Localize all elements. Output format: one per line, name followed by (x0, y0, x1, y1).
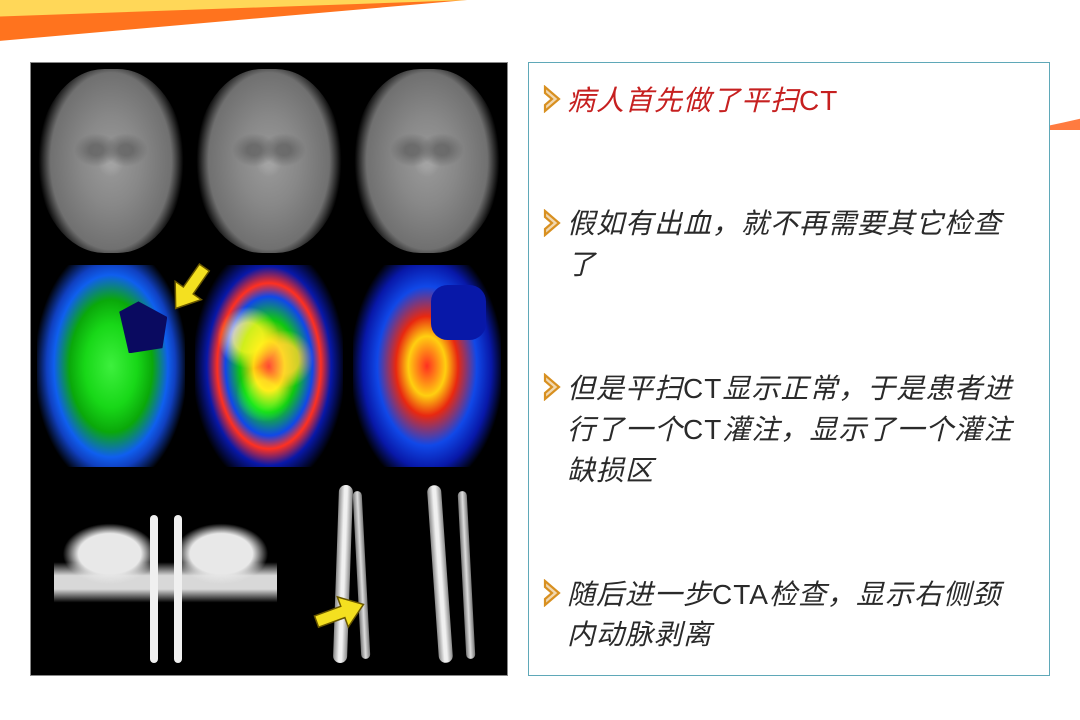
medical-image-composite (30, 62, 508, 676)
bullet-item: 假如有出血，就不再需要其它检查了 (543, 205, 1029, 286)
cta-vessel-view (301, 475, 505, 673)
ct-plain-scan (353, 69, 501, 253)
bullet-text-panel: 病人首先做了平扫CT 假如有出血，就不再需要其它检查了 但是平扫CT显示正常，于… (528, 62, 1050, 676)
cta-row (33, 475, 505, 673)
chevron-right-icon (543, 373, 563, 401)
chevron-right-icon (543, 209, 563, 237)
cta-vessel (301, 475, 403, 673)
ct-perfusion-scan (195, 265, 343, 467)
ct-plain-row (33, 65, 505, 257)
ct-perfusion-row (33, 261, 505, 471)
chevron-right-icon (543, 579, 563, 607)
ct-plain-scan (195, 69, 343, 253)
ct-perfusion-scan (353, 265, 501, 467)
cta-axial-view (33, 475, 299, 673)
bullet-item: 病人首先做了平扫CT (543, 81, 1029, 123)
bullet-text: 但是平扫CT显示正常，于是患者进行了一个CT灌注，显示了一个灌注缺损区 (567, 369, 1029, 493)
bullet-item: 但是平扫CT显示正常，于是患者进行了一个CT灌注，显示了一个灌注缺损区 (543, 369, 1029, 493)
bullet-item: 随后进一步CTA检查，显示右侧颈内动脉剥离 (543, 575, 1029, 657)
slide-content: 病人首先做了平扫CT 假如有出血，就不再需要其它检查了 但是平扫CT显示正常，于… (0, 0, 1080, 720)
bullet-text: 随后进一步CTA检查，显示右侧颈内动脉剥离 (567, 575, 1029, 657)
ct-plain-scan (37, 69, 185, 253)
cta-vessel (403, 475, 505, 673)
chevron-right-icon (543, 85, 563, 113)
bullet-text: 假如有出血，就不再需要其它检查了 (567, 205, 1029, 286)
bullet-text: 病人首先做了平扫CT (567, 81, 838, 123)
